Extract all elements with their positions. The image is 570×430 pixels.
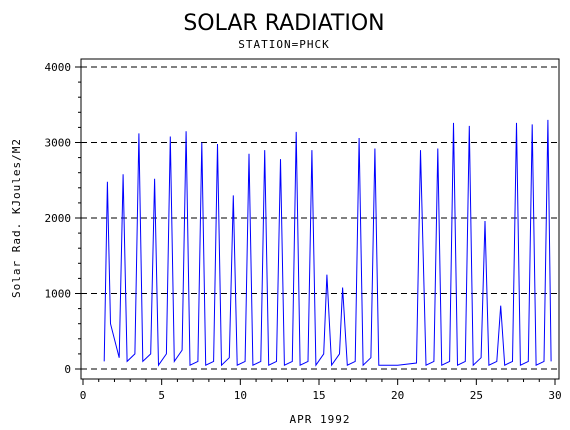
x-axis-label: APR 1992	[290, 413, 351, 426]
x-tick-label: 0	[80, 389, 87, 402]
series-line	[103, 119, 552, 367]
x-tick-label: 25	[470, 389, 483, 402]
y-tick-label: 4000	[45, 61, 72, 74]
x-tick-label: 10	[234, 389, 247, 402]
y-axis-label: Solar Rad. KJoules/M2	[10, 138, 23, 298]
plot-frame	[80, 58, 560, 380]
y-tick-label: 1000	[45, 288, 72, 301]
chart-subtitle: STATION=PHCK	[238, 38, 329, 51]
y-tick-label: 2000	[45, 212, 72, 225]
series-layer	[103, 119, 552, 367]
chart-title: SOLAR RADIATION	[183, 11, 384, 36]
x-tick-label: 30	[548, 389, 561, 402]
x-tick-label: 15	[312, 389, 325, 402]
x-tick-label: 5	[158, 389, 165, 402]
y-tick-label: 3000	[45, 137, 72, 150]
y-axis: 0 1000 2000 3000 4000	[45, 61, 81, 376]
y-tick-label: 0	[64, 363, 71, 376]
x-axis: 0 5 10 15 20 25 30	[80, 379, 562, 402]
x-tick-label: 20	[391, 389, 404, 402]
